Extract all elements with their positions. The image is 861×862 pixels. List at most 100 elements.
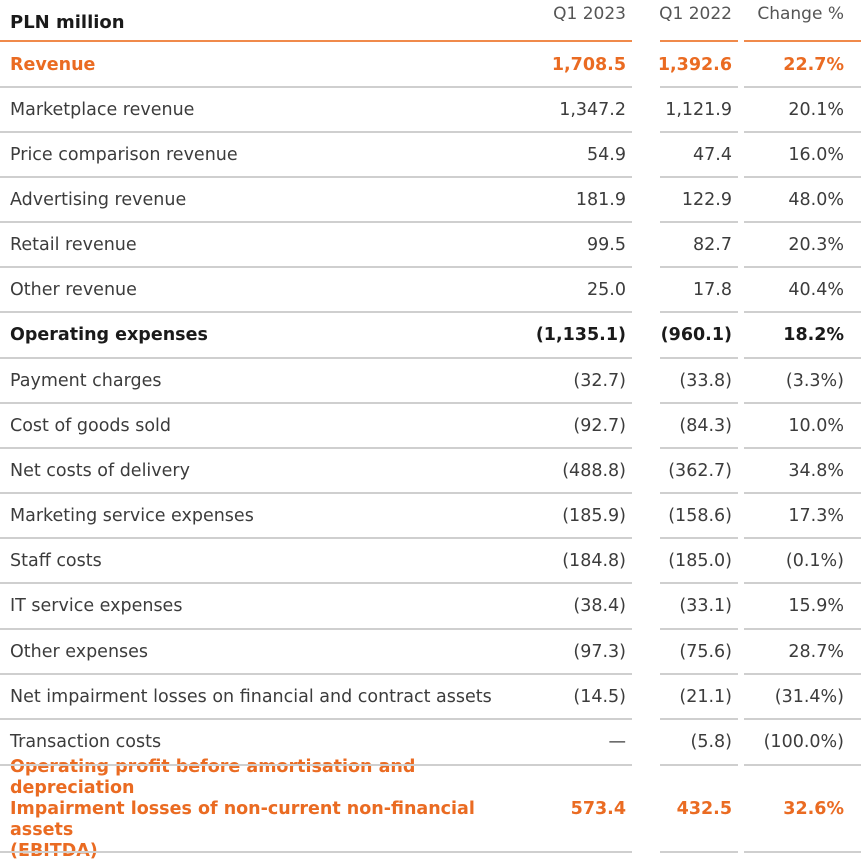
row-label: Marketplace revenue	[10, 99, 195, 120]
table-row: Retail revenue 99.5 82.7 20.3%	[0, 222, 861, 267]
header-rule	[660, 40, 738, 42]
row-change: (0.1%)	[785, 550, 844, 571]
row-label: Net impairment losses on financial and c…	[10, 686, 492, 707]
row-divider	[660, 492, 738, 494]
row-divider	[0, 86, 632, 88]
row-divider	[744, 357, 861, 359]
row-divider	[0, 447, 632, 449]
row-q1-2022: (75.6)	[679, 641, 732, 662]
row-change: 16.0%	[788, 144, 844, 165]
row-label: Net costs of delivery	[10, 460, 190, 481]
row-q1-2022: 47.4	[693, 144, 732, 165]
row-divider	[660, 628, 738, 630]
table-row: Price comparison revenue 54.9 47.4 16.0%	[0, 132, 861, 177]
row-label: Advertising revenue	[10, 189, 187, 210]
row-divider	[744, 673, 861, 675]
row-divider	[0, 718, 632, 720]
row-q1-2023: (97.3)	[573, 641, 626, 662]
row-q1-2023: (1,135.1)	[535, 324, 626, 345]
row-divider	[744, 537, 861, 539]
row-label: Price comparison revenue	[10, 144, 238, 165]
ebitda-label-line3: (EBITDA)	[10, 840, 98, 861]
row-label: Other revenue	[10, 279, 137, 300]
row-divider	[0, 582, 632, 584]
row-q1-2022: 1,392.6	[657, 54, 732, 75]
row-label: Transaction costs	[10, 731, 162, 752]
row-divider	[0, 628, 632, 630]
row-label: IT service expenses	[10, 595, 183, 616]
table-row: Net costs of delivery (488.8) (362.7) 34…	[0, 448, 861, 493]
row-divider	[0, 851, 632, 853]
row-divider	[744, 402, 861, 404]
row-q1-2023: 1,708.5	[551, 54, 626, 75]
row-divider	[660, 764, 738, 766]
row-divider	[660, 131, 738, 133]
table-row: Other expenses (97.3) (75.6) 28.7%	[0, 629, 861, 674]
row-label: Operating expenses	[10, 324, 208, 345]
table-row: Operating expenses (1,135.1) (960.1) 18.…	[0, 312, 861, 357]
row-q1-2023: (38.4)	[573, 595, 626, 616]
row-divider	[744, 764, 861, 766]
row-divider	[660, 176, 738, 178]
row-change: 48.0%	[788, 189, 844, 210]
row-change: 22.7%	[783, 54, 844, 75]
row-change: 40.4%	[788, 279, 844, 300]
row-divider	[744, 492, 861, 494]
row-label: Marketing service expenses	[10, 505, 254, 526]
row-divider	[744, 86, 861, 88]
header-q1-2022: Q1 2022	[659, 4, 732, 24]
row-q1-2023: 54.9	[587, 144, 626, 165]
row-divider	[0, 537, 632, 539]
row-divider	[660, 673, 738, 675]
row-q1-2022: (5.8)	[690, 731, 733, 752]
header-q1-2023: Q1 2023	[553, 4, 626, 24]
row-q1-2022: (84.3)	[679, 415, 732, 436]
row-change: 28.7%	[788, 641, 844, 662]
row-divider	[660, 718, 738, 720]
ebitda-change: 32.6%	[783, 799, 844, 819]
ebitda-q1-2022: 432.5	[676, 799, 732, 819]
row-q1-2023: (32.7)	[573, 370, 626, 391]
table-header: PLN million Q1 2023 Q1 2022 Change %	[0, 0, 861, 45]
row-divider	[0, 764, 632, 766]
row-divider	[0, 357, 632, 359]
row-divider	[0, 221, 632, 223]
row-q1-2023: 99.5	[587, 234, 626, 255]
ebitda-row: Operating profit before amortisation and…	[0, 757, 861, 861]
row-change: 34.8%	[788, 460, 844, 481]
row-change: 15.9%	[788, 595, 844, 616]
row-divider	[744, 447, 861, 449]
row-divider	[660, 402, 738, 404]
row-change: (100.0%)	[763, 731, 844, 752]
row-q1-2023: 181.9	[575, 189, 626, 210]
row-q1-2023: (14.5)	[573, 686, 626, 707]
row-divider	[744, 718, 861, 720]
table-row: Other revenue 25.0 17.8 40.4%	[0, 267, 861, 312]
row-divider	[744, 176, 861, 178]
row-q1-2022: 82.7	[693, 234, 732, 255]
row-label: Payment charges	[10, 370, 162, 391]
table-row: IT service expenses (38.4) (33.1) 15.9%	[0, 583, 861, 628]
table-row: Payment charges (32.7) (33.8) (3.3%)	[0, 358, 861, 403]
row-q1-2022: (158.6)	[668, 505, 732, 526]
row-q1-2022: (33.8)	[679, 370, 732, 391]
ebitda-label: Operating profit before amortisation and…	[10, 757, 530, 861]
row-divider	[744, 851, 861, 853]
row-divider	[0, 131, 632, 133]
row-divider	[660, 221, 738, 223]
row-q1-2023: 1,347.2	[559, 99, 626, 120]
row-divider	[0, 311, 632, 313]
row-q1-2023: (184.8)	[562, 550, 626, 571]
table-row: Marketplace revenue 1,347.2 1,121.9 20.1…	[0, 87, 861, 132]
row-divider	[744, 628, 861, 630]
row-q1-2022: (185.0)	[668, 550, 732, 571]
row-change: 18.2%	[783, 324, 844, 345]
row-divider	[660, 311, 738, 313]
row-q1-2023: —	[608, 731, 627, 752]
table-row: Revenue 1,708.5 1,392.6 22.7%	[0, 42, 861, 87]
row-q1-2022: 122.9	[681, 189, 732, 210]
ebitda-q1-2023: 573.4	[570, 799, 626, 819]
row-q1-2023: 25.0	[587, 279, 626, 300]
row-divider	[660, 357, 738, 359]
row-label: Cost of goods sold	[10, 415, 172, 436]
